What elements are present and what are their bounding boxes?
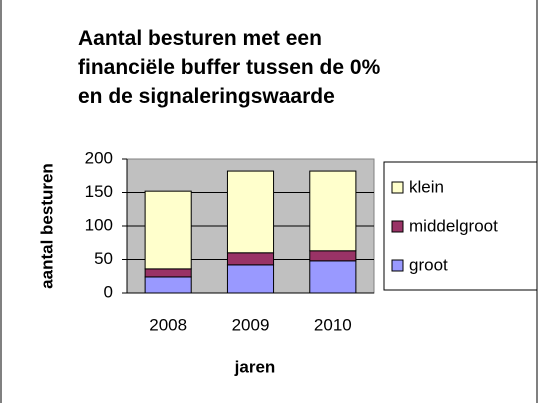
legend <box>383 161 538 291</box>
bar-segment <box>309 250 357 262</box>
bar-segment <box>226 252 275 266</box>
x-tick-label: 2009 <box>232 315 270 334</box>
y-tick-label: 50 <box>94 249 113 268</box>
y-axis-title: aantal besturen <box>37 163 56 289</box>
legend-swatch <box>391 220 404 233</box>
y-tick-label: 200 <box>85 148 113 167</box>
legend-label: middelgroot <box>409 216 498 235</box>
x-tick-label: 2008 <box>149 315 187 334</box>
x-tick-label: 2010 <box>314 315 352 334</box>
y-tick-label: 0 <box>104 282 113 301</box>
y-tick-label: 150 <box>85 182 113 201</box>
chart-title: financiële buffer tussen de 0% <box>78 56 381 79</box>
legend-swatch <box>391 259 404 272</box>
y-tick-label: 100 <box>85 215 113 234</box>
bar-segment <box>309 260 357 294</box>
bar-segment <box>309 170 357 252</box>
x-axis-title: jaren <box>234 357 276 376</box>
legend-label: klein <box>409 177 444 196</box>
chart-title: en de signaleringswaarde <box>78 85 335 108</box>
bar-segment <box>144 276 192 294</box>
legend-label: groot <box>409 255 448 274</box>
bar-segment <box>226 170 275 254</box>
bar-segment <box>226 264 275 294</box>
chart-title: Aantal besturen met een <box>78 27 322 50</box>
legend-swatch <box>391 181 404 194</box>
bar-segment <box>144 190 192 270</box>
bar-segment <box>144 268 192 278</box>
